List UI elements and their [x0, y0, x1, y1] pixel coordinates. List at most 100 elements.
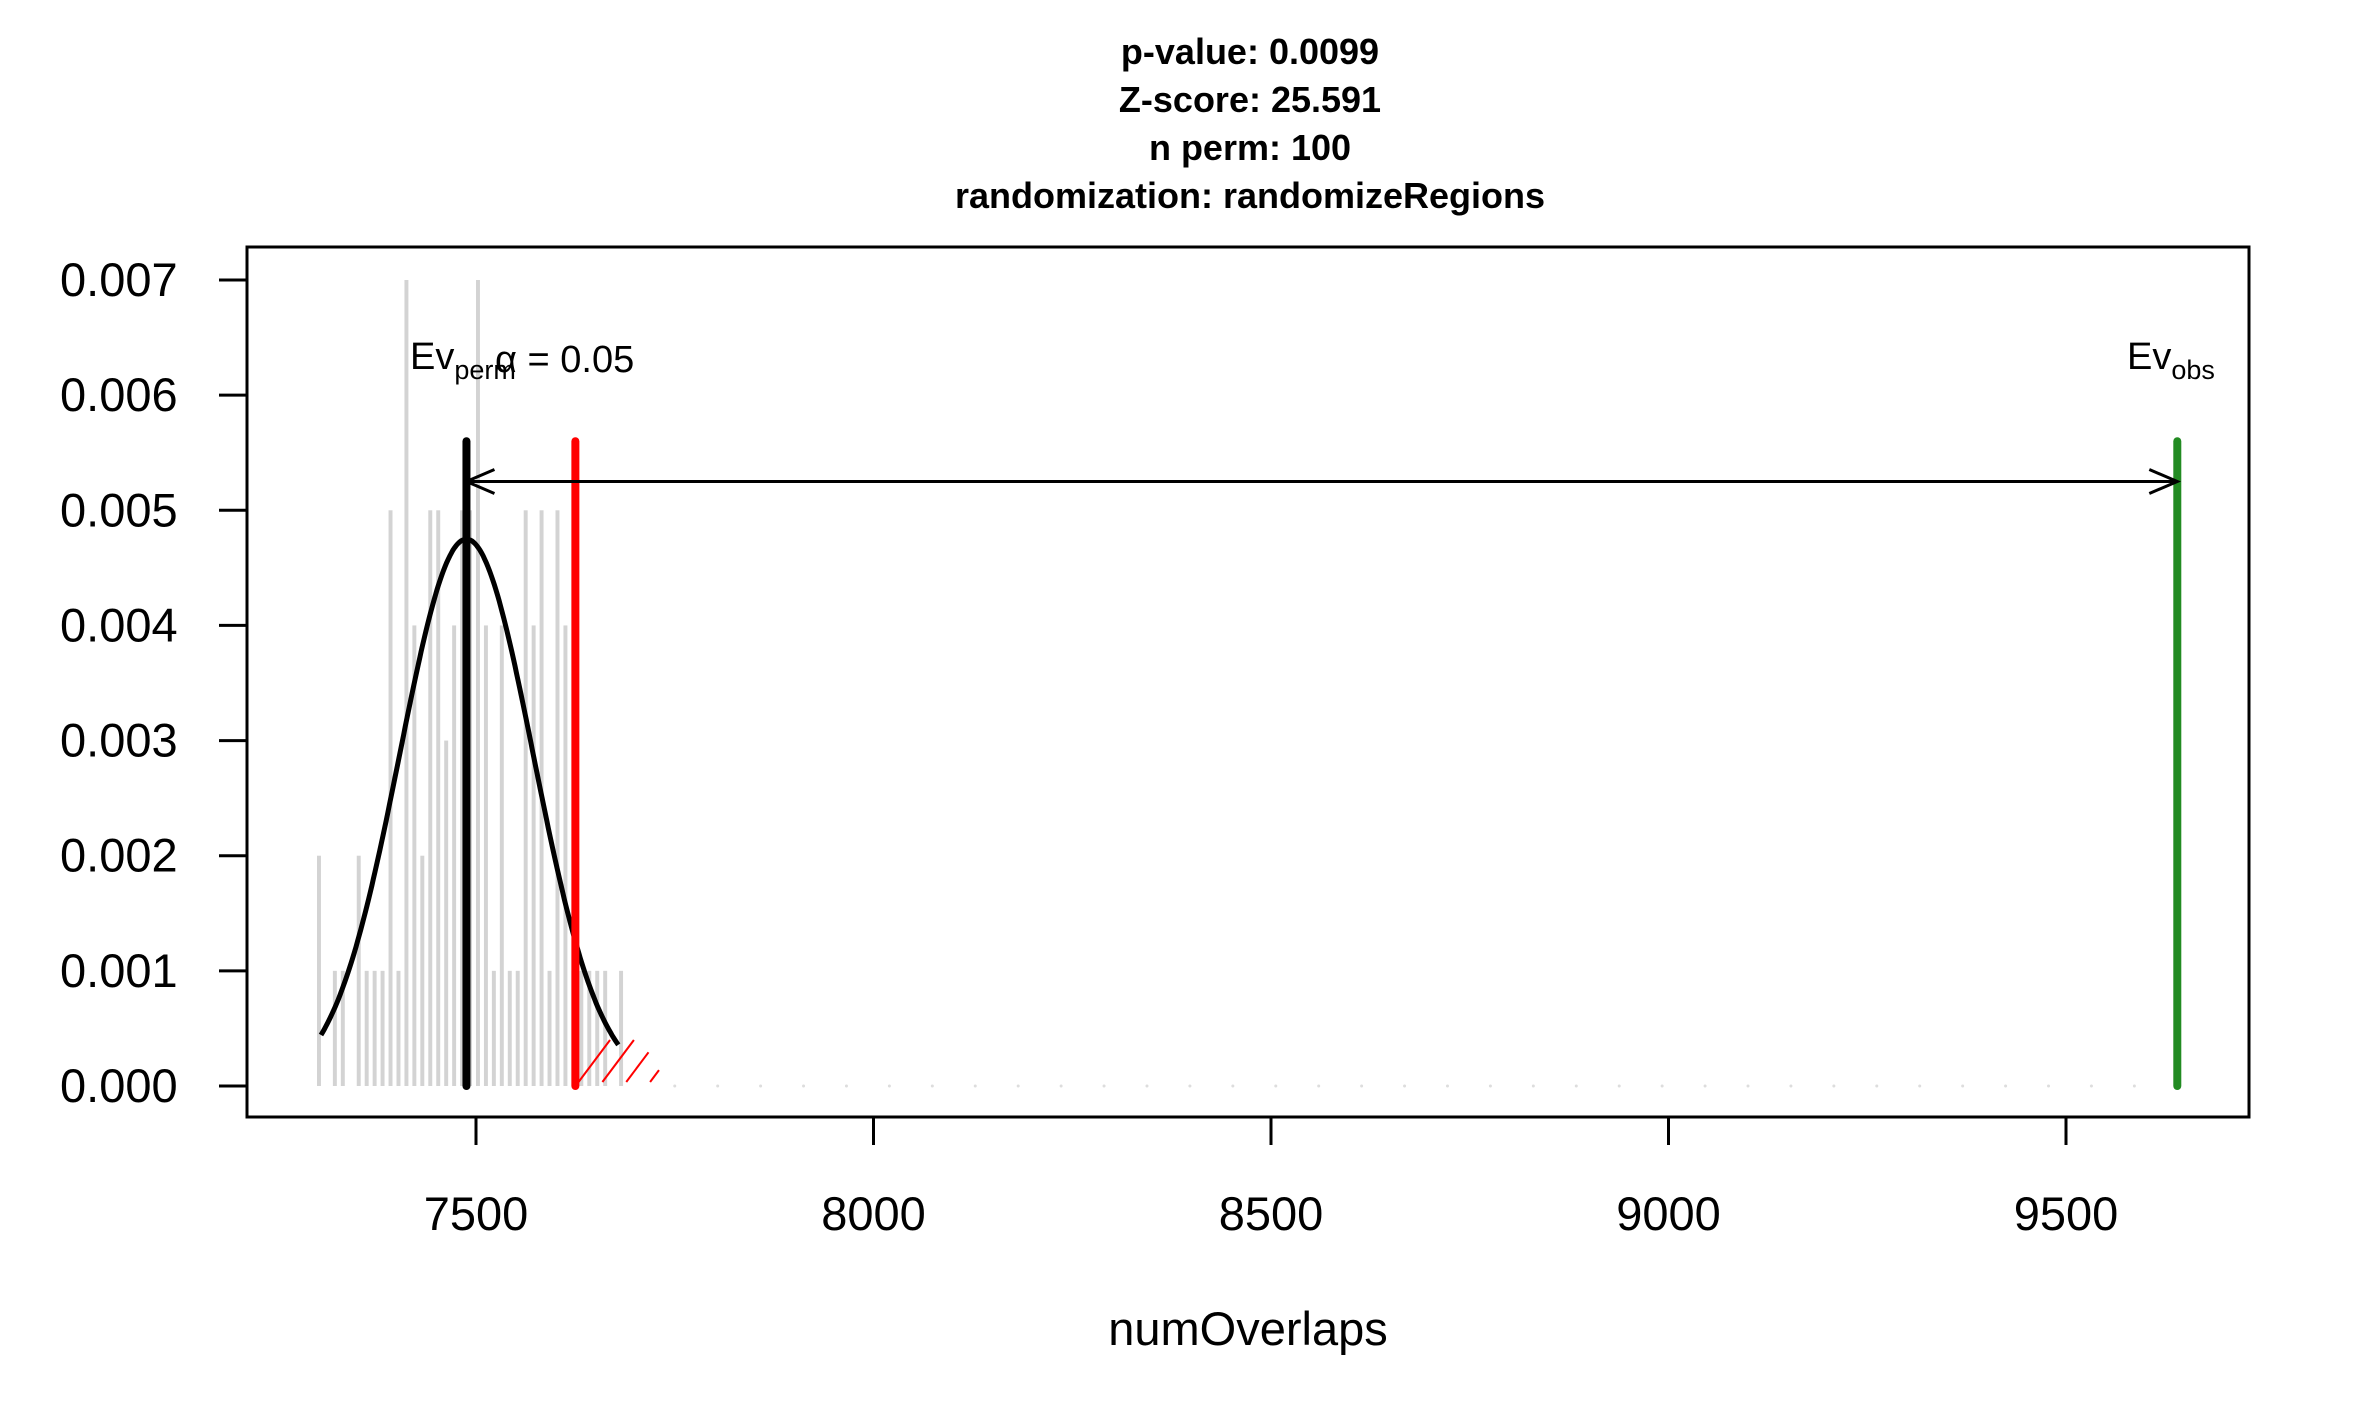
histogram-bar	[515, 970, 520, 1086]
baseline-dot	[716, 1084, 720, 1088]
histogram-bar	[523, 510, 528, 1086]
histogram-bar	[460, 510, 465, 1086]
hatch-line	[649, 1069, 660, 1083]
baseline-dot	[1832, 1084, 1836, 1088]
baseline-dot	[1789, 1084, 1793, 1088]
baseline-dot	[1875, 1084, 1879, 1088]
histogram-bar	[436, 510, 441, 1086]
alpha-label: α = 0.05	[495, 339, 634, 381]
x-axis: 7500 8000 8500 9000 9500	[424, 1117, 2119, 1240]
histogram-bar	[404, 280, 409, 1086]
baseline-dot	[2089, 1084, 2093, 1088]
title-line-nperm: n perm: 100	[1149, 127, 1351, 168]
histogram-bar	[364, 970, 369, 1086]
x-tick-label: 8000	[821, 1187, 926, 1240]
histogram-bar	[531, 625, 536, 1086]
x-tick-label: 9000	[1616, 1187, 1721, 1240]
baseline-dot	[1145, 1084, 1149, 1088]
vertical-lines	[462, 437, 2182, 1090]
baseline-dot	[1403, 1084, 1407, 1088]
histogram-bar	[555, 510, 560, 1086]
histogram-bar	[603, 970, 608, 1086]
baseline-dot	[759, 1084, 763, 1088]
hatch-line	[577, 1039, 611, 1083]
baseline-dot	[1574, 1084, 1578, 1088]
baseline-dot	[2047, 1084, 2051, 1088]
baseline-dot	[1488, 1084, 1492, 1088]
histogram-bar	[452, 625, 457, 1086]
baseline-dot	[1188, 1084, 1192, 1088]
title-line-randomization: randomization: randomizeRegions	[955, 175, 1545, 216]
chart-title: p-value: 0.0099 Z-score: 25.591 n perm: …	[955, 31, 1545, 216]
baseline-dot	[930, 1084, 934, 1088]
baseline-dot	[673, 1084, 677, 1088]
histogram-bar	[619, 970, 624, 1086]
y-tick-label: 0.005	[60, 483, 178, 536]
histogram-bar	[340, 970, 345, 1086]
difference-arrow	[462, 468, 2182, 495]
baseline-dot	[1274, 1084, 1278, 1088]
arrow-head-left	[462, 468, 496, 495]
baseline-dot	[1231, 1084, 1235, 1088]
baseline-dot	[1059, 1084, 1063, 1088]
title-line-zscore: Z-score: 25.591	[1119, 79, 1381, 120]
y-tick-label: 0.003	[60, 714, 178, 767]
baseline-dots	[673, 1084, 2136, 1088]
histogram-bar	[356, 855, 361, 1086]
baseline-dot	[1918, 1084, 1922, 1088]
histogram-bar	[332, 970, 337, 1086]
histogram-bar	[595, 970, 600, 1086]
ev-obs-label: Evobs	[2127, 336, 2215, 385]
plot-frame	[245, 245, 2251, 1119]
baseline-dot	[973, 1084, 977, 1088]
histogram-bar	[372, 970, 377, 1086]
histogram-bar	[420, 855, 425, 1086]
histogram-bar	[428, 510, 433, 1086]
baseline-dot	[1317, 1084, 1321, 1088]
baseline-dot	[1703, 1084, 1707, 1088]
y-tick-label: 0.007	[60, 253, 178, 306]
baseline-dot	[2132, 1084, 2136, 1088]
y-tick-label: 0.002	[60, 829, 178, 882]
histogram-bar	[579, 970, 584, 1086]
x-tick-label: 7500	[424, 1187, 529, 1240]
baseline-dot	[844, 1084, 848, 1088]
histogram-bar	[444, 740, 449, 1086]
ev-perm-label: Evperm	[410, 336, 516, 385]
hatch-line	[601, 1039, 635, 1083]
y-tick-label: 0.001	[60, 944, 178, 997]
x-tick-label: 9500	[2014, 1187, 2119, 1240]
histogram-bar	[587, 970, 592, 1086]
baseline-dot	[1617, 1084, 1621, 1088]
hatch-line	[625, 1051, 650, 1083]
histogram-bar	[476, 280, 480, 1086]
baseline-dot	[802, 1084, 806, 1088]
title-line-pvalue: p-value: 0.0099	[1121, 31, 1379, 72]
histogram-bar	[483, 625, 488, 1086]
histogram-bar	[317, 855, 321, 1086]
annotations: Evperm α = 0.05 Evobs	[410, 336, 2215, 385]
histogram-bar	[507, 970, 512, 1086]
x-axis-title: numOverlaps	[1108, 1302, 1388, 1355]
histogram-bar	[380, 970, 385, 1086]
baseline-dot	[887, 1084, 891, 1088]
baseline-dot	[1746, 1084, 1750, 1088]
histogram-bar	[499, 625, 504, 1086]
x-tick-label: 8500	[1219, 1187, 1324, 1240]
baseline-dot	[2004, 1084, 2008, 1088]
alpha-tail-hatching	[577, 1039, 660, 1083]
baseline-dot	[1961, 1084, 1965, 1088]
baseline-dot	[1360, 1084, 1364, 1088]
histogram-bar	[396, 970, 401, 1086]
baseline-dot	[1016, 1084, 1020, 1088]
baseline-dot	[1445, 1084, 1449, 1088]
arrow-head-right	[2148, 468, 2182, 495]
histogram-bar	[563, 625, 568, 1086]
y-tick-label: 0.004	[60, 598, 178, 651]
histogram-bar	[491, 970, 496, 1086]
histogram-bar	[412, 625, 417, 1086]
y-tick-label: 0.000	[60, 1059, 178, 1112]
histogram-bar	[547, 970, 552, 1086]
baseline-dot	[1660, 1084, 1664, 1088]
